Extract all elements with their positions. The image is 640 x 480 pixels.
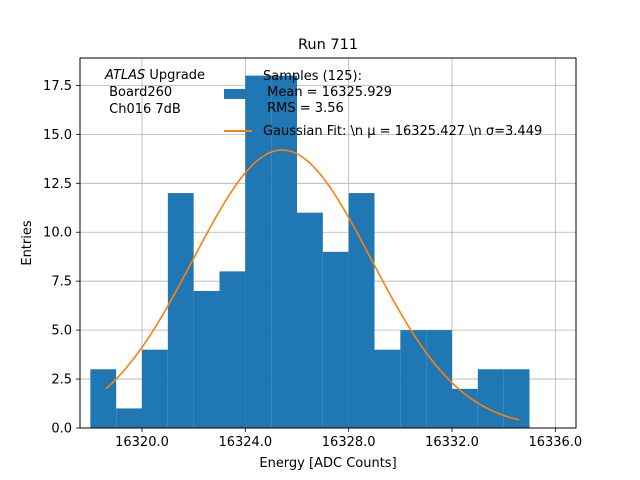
y-tick-label: 12.5 bbox=[43, 177, 72, 192]
histogram-bar bbox=[477, 369, 504, 428]
annotation-line-3: Ch016 7dB bbox=[105, 102, 181, 117]
x-axis-ticks: 16320.0 16324.0 16328.0 16332.0 16336.0 bbox=[115, 428, 582, 450]
annotation-line-2: Board260 bbox=[105, 85, 172, 100]
y-axis-ticks: 0.0 2.5 5.0 7.5 10.0 12.5 15.0 17.5 bbox=[43, 79, 80, 437]
annotation-box: ATLAS Upgrade Board260 Ch016 7dB bbox=[104, 68, 205, 117]
annotation-rest: Upgrade bbox=[145, 68, 205, 83]
histogram-bar bbox=[219, 271, 246, 428]
annotation-italic-word: ATLAS bbox=[104, 68, 145, 83]
histogram-bars bbox=[90, 75, 530, 428]
plot-frame bbox=[79, 57, 577, 429]
histogram-bar bbox=[322, 251, 349, 428]
histogram-bar bbox=[193, 290, 220, 428]
annotation-line-1: ATLAS Upgrade bbox=[104, 68, 205, 83]
y-axis-label: Entries bbox=[20, 220, 35, 266]
x-tick-label: 16332.0 bbox=[425, 435, 479, 450]
histogram-bar bbox=[503, 369, 530, 428]
legend: Samples (125): Mean = 16325.929 RMS = 3.… bbox=[224, 69, 542, 139]
legend-samples-line-1: Samples (125): bbox=[263, 69, 362, 84]
x-tick-label: 16320.0 bbox=[115, 435, 169, 450]
gaussian-fit bbox=[105, 149, 520, 421]
gaussian-fit-line bbox=[105, 149, 520, 421]
histogram-bar bbox=[142, 349, 168, 428]
y-tick-label: 17.5 bbox=[43, 79, 72, 94]
x-tick-label: 16324.0 bbox=[218, 435, 272, 450]
y-tick-label: 0.0 bbox=[51, 422, 72, 437]
legend-samples-line-3: RMS = 3.56 bbox=[263, 101, 344, 116]
histogram-bar bbox=[374, 349, 401, 428]
x-axis-label: Energy [ADC Counts] bbox=[259, 456, 396, 471]
legend-samples-patch bbox=[224, 89, 252, 99]
histogram-bar bbox=[271, 75, 297, 428]
histogram-bar bbox=[400, 330, 427, 428]
y-tick-label: 10.0 bbox=[43, 226, 72, 241]
x-tick-label: 16328.0 bbox=[322, 435, 376, 450]
y-tick-label: 7.5 bbox=[51, 275, 72, 290]
y-tick-label: 2.5 bbox=[51, 373, 72, 388]
histogram-bar bbox=[452, 388, 478, 428]
x-tick-label: 16336.0 bbox=[528, 435, 582, 450]
legend-samples-line-2: Mean = 16325.929 bbox=[263, 85, 392, 100]
y-tick-label: 15.0 bbox=[43, 128, 72, 143]
legend-fit-label: Gaussian Fit: \n μ = 16325.427 \n σ=3.44… bbox=[263, 124, 542, 139]
histogram-bar bbox=[348, 193, 375, 428]
histogram-bar bbox=[167, 193, 194, 428]
chart-title: Run 711 bbox=[298, 37, 358, 53]
histogram-bar bbox=[245, 75, 272, 428]
histogram-bar bbox=[90, 369, 117, 428]
histogram-bar bbox=[116, 408, 142, 428]
y-tick-label: 5.0 bbox=[51, 324, 72, 339]
histogram-bar bbox=[297, 212, 323, 428]
